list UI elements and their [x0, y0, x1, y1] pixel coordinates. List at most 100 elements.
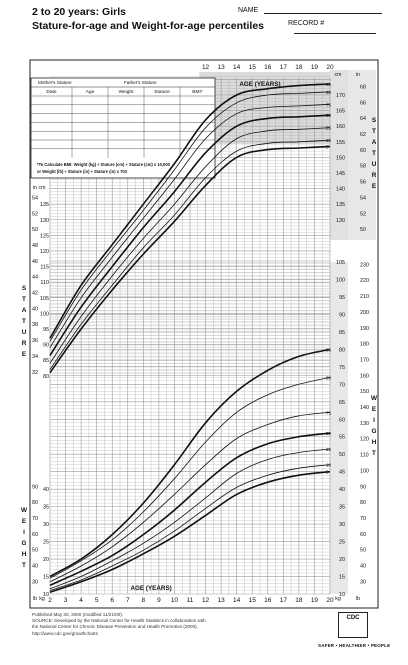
weight-percentile-25-curve [49, 448, 331, 590]
stature-in-tick-left: 40 [32, 306, 38, 312]
stature-percentile-10-curve [49, 139, 331, 370]
bottom-age-tick-label: 15 [249, 597, 257, 604]
table-column-header: Stature [154, 89, 170, 95]
stature-percentile-90-curve [49, 91, 331, 342]
bottom-age-tick-label: 18 [295, 597, 303, 604]
weight-lb-tick-right: 30 [360, 579, 366, 585]
bottom-age-tick-label: 19 [311, 597, 319, 604]
weight-kg-tick-right: 30 [339, 522, 345, 528]
stature-cm-tick-right: 130 [336, 218, 345, 224]
bottom-age-tick-label: 4 [79, 597, 83, 604]
stature-in-tick-left: 38 [32, 322, 38, 328]
record-line[interactable] [294, 33, 376, 34]
weight-side-label-right-letter: T [372, 450, 376, 457]
chart-frame [29, 59, 379, 609]
top-age-tick-label: 18 [295, 64, 303, 71]
bottom-age-tick-label: 9 [157, 597, 161, 604]
weight-kg-tick-left: 15 [43, 575, 49, 581]
stature-cm-unit-left: cm [39, 185, 46, 191]
weight-lb-tick-right: 210 [360, 294, 369, 300]
name-field[interactable]: NAME [238, 7, 383, 14]
stature-percentile-25-label: 25 [326, 126, 332, 131]
weight-lb-tick-right: 140 [360, 405, 369, 411]
weight-lb-tick-right: 150 [360, 389, 369, 395]
name-line[interactable] [264, 13, 383, 14]
stature-percentile-50-curve [49, 114, 331, 356]
shaded-kg-column [330, 262, 348, 594]
bottom-age-tick-label: 13 [217, 597, 225, 604]
top-age-tick-label: 20 [326, 64, 334, 71]
weight-kg-tick-right: 60 [339, 417, 345, 423]
bottom-age-tick-label: 20 [326, 597, 334, 604]
weight-kg-tick-right: 80 [339, 347, 345, 353]
weight-percentile-5-label: 5 [326, 470, 329, 475]
footer-line-3: the National Center for Chronic Disease … [32, 624, 198, 630]
stature-in-unit-left: in [33, 185, 37, 191]
page-subtitle: Stature-for-age and Weight-for-age perce… [32, 20, 265, 32]
weight-side-label-right-letter: E [372, 406, 377, 413]
stature-cm-tick-left: 120 [40, 249, 49, 255]
name-label: NAME [238, 7, 259, 14]
weight-kg-tick-right: 15 [339, 575, 345, 581]
bottom-age-tick-label: 7 [126, 597, 130, 604]
weight-percentile-5-curve [49, 470, 331, 594]
stature-in-tick-right: 60 [360, 148, 366, 154]
stature-in-tick-right: 62 [360, 132, 366, 138]
table-column-header: Weight [119, 89, 135, 95]
weight-kg-tick-left: 35 [43, 505, 49, 511]
weight-kg-tick-right: 90 [339, 312, 345, 318]
stature-side-label-left-letter: T [22, 318, 26, 325]
weight-kg-tick-right: 55 [339, 435, 345, 441]
stature-in-tick-left: 46 [32, 259, 38, 265]
stature-in-tick-left: 32 [32, 370, 38, 376]
stature-cm-tick-left: 130 [40, 218, 49, 224]
stature-cm-tick-right: 165 [336, 109, 345, 115]
weight-side-label-right-letter: I [373, 417, 375, 424]
stature-side-label-left-letter: T [22, 296, 26, 303]
weight-kg-tick-right: 100 [336, 277, 345, 283]
stature-side-label-left-letter: R [22, 340, 27, 347]
weight-side-label-left-letter: T [22, 562, 26, 569]
stature-cm-tick-left: 105 [40, 296, 49, 302]
weight-side-label-right-letter: W [371, 395, 378, 402]
weight-kg-tick-right: 85 [339, 330, 345, 336]
weight-lb-tick-right: 50 [360, 548, 366, 554]
stature-in-tick-right: 52 [360, 211, 366, 217]
stature-in-tick-left: 44 [32, 275, 38, 281]
bottom-age-tick-label: 12 [202, 597, 210, 604]
weight-kg-tick-left: 25 [43, 540, 49, 546]
weight-lb-tick-left: 40 [32, 564, 38, 570]
stature-percentile-25-curve [49, 127, 331, 364]
top-age-tick-label: 17 [280, 64, 288, 71]
weight-lb-tick-right: 120 [360, 437, 369, 443]
stature-cm-tick-left: 95 [43, 327, 49, 333]
record-field[interactable]: RECORD # [288, 20, 408, 34]
weight-kg-tick-left: 10 [43, 592, 49, 598]
measurement-table: Mother's Stature Father's Stature Date Age W… [30, 77, 216, 179]
weight-percentile-90-curve [49, 376, 331, 579]
weight-side-label-right-letter: G [372, 428, 377, 435]
weight-lb-tick-right: 190 [360, 326, 369, 332]
table-column-header: Date [46, 89, 56, 95]
weight-percentile-10-curve [49, 464, 331, 591]
stature-cm-unit-right: cm [335, 72, 342, 78]
weight-side-label-right-letter: H [372, 439, 377, 446]
stature-cm-tick-left: 110 [40, 280, 49, 286]
weight-kg-tick-right: 95 [339, 295, 345, 301]
weight-lb-tick-right: 170 [360, 357, 369, 363]
weight-lb-tick-right: 110 [360, 453, 369, 459]
stature-in-tick-left: 52 [32, 211, 38, 217]
stature-side-label-right-letter: T [372, 128, 376, 135]
weight-percentile-50-curve [49, 432, 331, 587]
bottom-age-tick-label: 2 [48, 597, 52, 604]
weight-kg-tick-right: 65 [339, 400, 345, 406]
stature-side-label-right-letter: S [372, 117, 377, 124]
stature-percentile-50-label: 50 [326, 113, 332, 118]
bottom-age-tick-label: 14 [233, 597, 241, 604]
bottom-age-tick-label: 3 [64, 597, 68, 604]
stature-cm-tick-right: 150 [336, 155, 345, 161]
